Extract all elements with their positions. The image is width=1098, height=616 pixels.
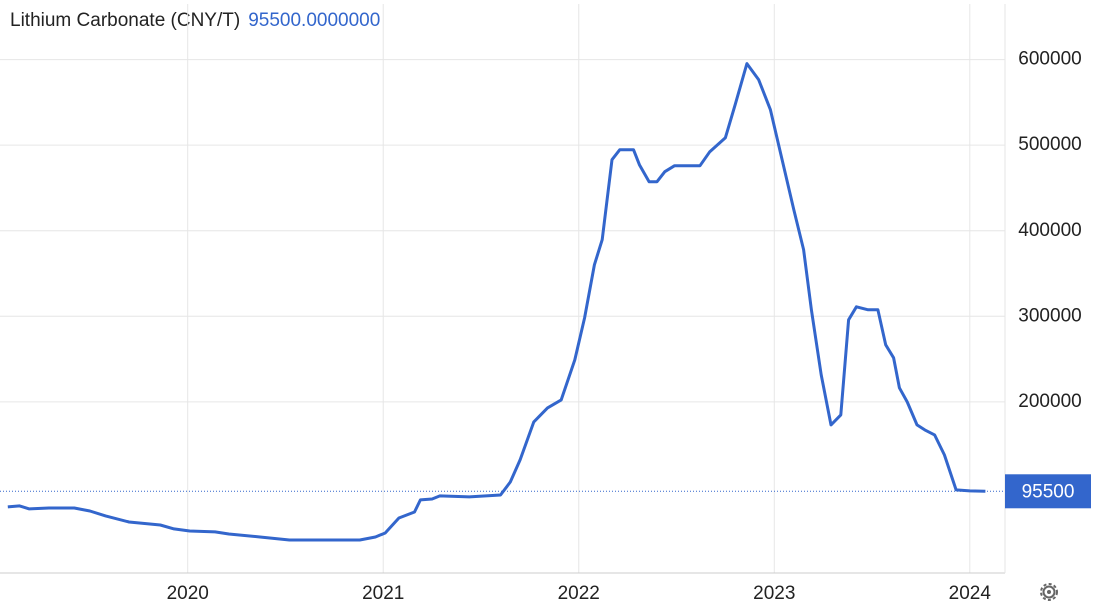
y-tick-label: 400000 (1018, 220, 1081, 241)
gear-center (1047, 590, 1051, 594)
settings-icon[interactable] (1040, 583, 1058, 601)
y-tick-label: 500000 (1018, 134, 1081, 155)
x-tick-label: 2020 (167, 583, 209, 604)
gear-teeth (1040, 583, 1058, 601)
y-tick-label: 200000 (1018, 391, 1081, 412)
price-line (7, 62, 986, 542)
gear-body (1042, 585, 1056, 599)
x-tick-label: 2023 (753, 583, 795, 604)
y-tick-label: 600000 (1018, 49, 1081, 70)
chart-header: Lithium Carbonate (CNY/T) 95500.0000000 (10, 10, 380, 31)
chart-title: Lithium Carbonate (CNY/T) (10, 10, 240, 31)
y-tick-label: 300000 (1018, 305, 1081, 326)
x-tick-label: 2021 (362, 583, 404, 604)
grid (0, 4, 1005, 573)
current-value-box (1005, 474, 1091, 509)
current-value: 95500.0000000 (248, 10, 380, 31)
current-value-tag: 95500 (1022, 481, 1075, 502)
x-tick-label: 2022 (558, 583, 600, 604)
x-tick-label: 2024 (949, 583, 992, 604)
